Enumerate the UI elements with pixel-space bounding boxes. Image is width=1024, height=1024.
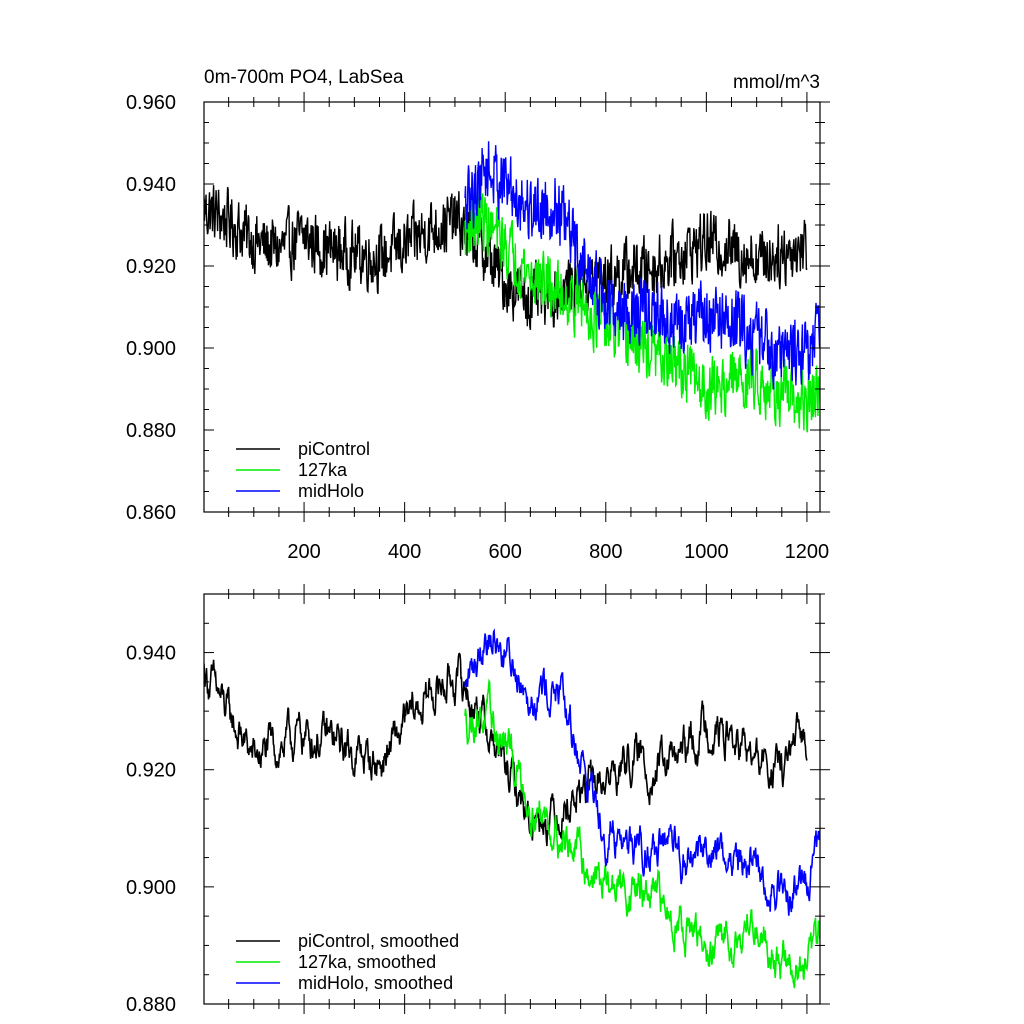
x-tick-label: 600 — [489, 541, 522, 563]
legend-label: midHolo — [298, 481, 364, 501]
y-tick-label: 0.860 — [126, 502, 176, 524]
x-tick-label: 400 — [388, 541, 421, 563]
x-tick-label: 1000 — [684, 541, 729, 563]
y-tick-label: 0.960 — [126, 92, 176, 114]
y-tick-label: 0.900 — [126, 338, 176, 360]
series-line-midholo-smoothed — [464, 628, 820, 916]
y-tick-label: 0.900 — [126, 877, 176, 899]
y-tick-label: 0.920 — [126, 256, 176, 278]
chart-title: 0m-700m PO4, LabSea — [204, 67, 404, 88]
legend-label: piControl — [298, 439, 370, 459]
x-tick-label: 800 — [589, 541, 622, 563]
units-label: mmol/m^3 — [733, 72, 820, 93]
legend-label: 127ka — [298, 460, 348, 480]
y-tick-label: 0.920 — [126, 760, 176, 782]
y-tick-label: 0.880 — [126, 420, 176, 442]
y-tick-label: 0.940 — [126, 174, 176, 196]
y-tick-label: 0.940 — [126, 643, 176, 665]
series-line-midholo — [464, 141, 820, 390]
series-line-127ka — [464, 188, 820, 433]
legend-label: piControl, smoothed — [298, 931, 459, 951]
top-panel-raw: 200 400 600 800 1000 1200 0.860 0.880 0.900 0.920… — [126, 92, 830, 563]
bottom-panel-smoothed: 0.880 0.900 0.920 0.940 piControl, smoothed1… — [126, 584, 830, 1016]
legend-label: 127ka, smoothed — [298, 952, 436, 972]
series-line-picontrol-smoothed — [204, 652, 808, 847]
series-line-127ka-smoothed — [464, 678, 820, 989]
y-tick-label: 0.880 — [126, 994, 176, 1016]
x-tick-label: 200 — [287, 541, 320, 563]
legend-label: midHolo, smoothed — [298, 973, 453, 993]
series-line-picontrol — [204, 185, 808, 331]
x-tick-label: 1200 — [785, 541, 830, 563]
